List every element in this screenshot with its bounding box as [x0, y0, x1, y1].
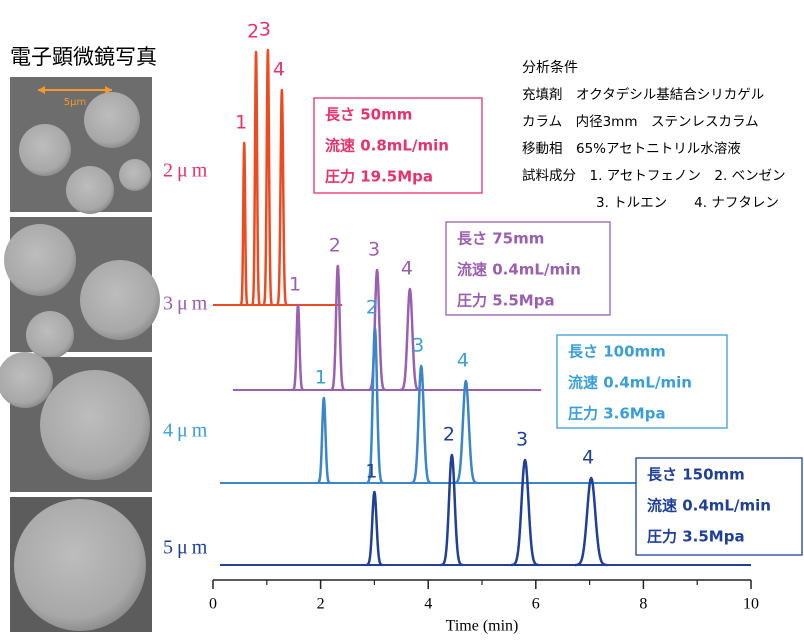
- peak-label: 1: [235, 112, 247, 134]
- peak-label: 2: [247, 21, 259, 43]
- peak: [277, 90, 287, 305]
- peak-label: 1: [315, 367, 327, 389]
- peak-label: 3: [412, 335, 424, 357]
- condition-line: 3. トルエン 4. ナフタレン: [596, 195, 779, 211]
- info-line: 長さ 150mm: [647, 466, 745, 484]
- x-tick-label: 6: [532, 596, 540, 613]
- conditions-title: 分析条件: [522, 59, 578, 76]
- series-name: 2μm: [163, 160, 211, 182]
- peak: [252, 52, 260, 305]
- x-tick-label: 8: [639, 596, 647, 613]
- series-name: 4μm: [163, 420, 211, 442]
- info-line: 圧力 3.5Mpa: [647, 528, 745, 546]
- sem-images: [0, 77, 160, 632]
- peak-label: 1: [289, 274, 301, 296]
- info-line: 圧力 5.5Mpa: [457, 292, 555, 310]
- peak-label: 2: [329, 235, 341, 257]
- info-line: 流速 0.4mL/min: [647, 497, 771, 515]
- peak-label: 4: [273, 59, 285, 81]
- peak: [411, 366, 431, 483]
- peak-label: 1: [365, 461, 377, 483]
- chart: 電子顕微鏡写真 5μm 分析条件 充填剤 オクタデシル基結合シリカゲルカラム 内…: [0, 0, 804, 638]
- peak-label: 3: [259, 19, 271, 41]
- peak: [241, 143, 248, 305]
- peak-label: 4: [401, 258, 413, 280]
- x-tick-label: 4: [424, 596, 432, 613]
- scale-bar-label: 5μm: [64, 97, 86, 108]
- peak: [263, 50, 272, 305]
- info-line: 流速 0.4mL/min: [568, 374, 692, 392]
- peak-label: 2: [443, 424, 455, 446]
- x-tick-label: 10: [743, 596, 759, 613]
- peak: [317, 398, 330, 483]
- peak: [511, 460, 539, 565]
- peak-label: 4: [582, 447, 594, 469]
- condition-line: 試料成分 1. アセトフェノン 2. ベンゼン: [522, 168, 786, 184]
- x-axis-label: Time (min): [446, 618, 519, 635]
- x-tick-label: 0: [209, 596, 217, 613]
- info-line: 長さ 50mm: [325, 106, 412, 124]
- peak-label: 3: [516, 429, 528, 451]
- peak: [292, 305, 303, 390]
- peak: [331, 266, 345, 390]
- info-line: 圧力 19.5Mpa: [325, 168, 433, 186]
- peak: [575, 478, 607, 565]
- info-line: 長さ 100mm: [568, 343, 666, 361]
- peak-label: 3: [368, 239, 380, 261]
- x-tick-label: 2: [317, 596, 325, 613]
- peak-label: 2: [366, 297, 378, 319]
- condition-line: カラム 内径3mm ステンレスカラム: [522, 114, 759, 130]
- condition-line: 移動相 65%アセトニトリル水溶液: [522, 141, 741, 157]
- series-name: 5μm: [163, 537, 211, 559]
- condition-line: 充填剤 オクタデシル基結合シリカゲル: [522, 86, 764, 103]
- series-name: 3μm: [163, 293, 211, 315]
- info-line: 長さ 75mm: [457, 230, 544, 248]
- info-line: 流速 0.4mL/min: [457, 261, 581, 279]
- peak: [366, 492, 383, 565]
- info-line: 圧力 3.6Mpa: [568, 405, 666, 423]
- peak: [454, 381, 477, 483]
- photo-title: 電子顕微鏡写真: [10, 45, 157, 69]
- info-line: 流速 0.8mL/min: [325, 137, 449, 155]
- peak-label: 4: [457, 350, 469, 372]
